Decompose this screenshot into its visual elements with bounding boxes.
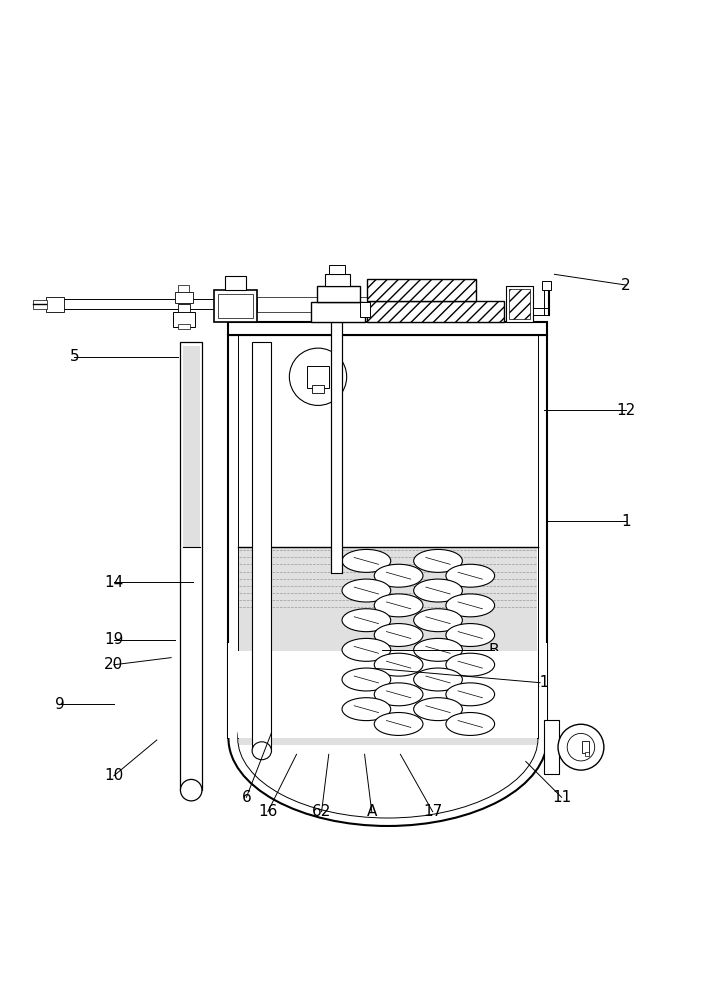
Ellipse shape <box>446 594 495 617</box>
Ellipse shape <box>342 668 391 691</box>
Bar <box>178 324 191 329</box>
Ellipse shape <box>446 713 495 735</box>
Bar <box>544 720 560 774</box>
Bar <box>45 297 64 312</box>
Bar <box>585 752 589 756</box>
Text: 10: 10 <box>104 768 123 783</box>
Bar <box>329 265 345 274</box>
Bar <box>33 300 47 309</box>
Bar <box>252 342 271 751</box>
Bar <box>360 302 370 317</box>
Bar <box>238 651 538 738</box>
Text: 9: 9 <box>55 697 65 712</box>
Ellipse shape <box>414 638 462 661</box>
Circle shape <box>558 724 604 770</box>
Bar <box>582 741 589 753</box>
Bar <box>508 289 530 319</box>
Text: 6: 6 <box>241 790 251 805</box>
Bar <box>257 297 367 312</box>
Ellipse shape <box>252 742 271 760</box>
Ellipse shape <box>180 779 202 801</box>
Bar <box>533 308 549 315</box>
Text: 20: 20 <box>104 657 123 672</box>
Ellipse shape <box>374 594 423 617</box>
Bar <box>311 302 365 322</box>
Text: 62: 62 <box>312 804 331 819</box>
Ellipse shape <box>374 564 423 587</box>
Ellipse shape <box>414 698 462 721</box>
Ellipse shape <box>374 624 423 646</box>
Ellipse shape <box>374 683 423 706</box>
Text: 1: 1 <box>621 514 631 529</box>
Bar <box>331 322 342 573</box>
Ellipse shape <box>446 653 495 676</box>
Ellipse shape <box>342 549 391 572</box>
Bar <box>239 547 536 745</box>
Text: B: B <box>488 643 499 658</box>
Text: 19: 19 <box>104 632 123 647</box>
Bar <box>313 385 323 393</box>
Bar <box>219 294 253 318</box>
Ellipse shape <box>374 713 423 735</box>
Bar <box>308 366 329 388</box>
Bar <box>228 322 547 335</box>
Bar <box>505 286 533 322</box>
Bar <box>173 312 195 327</box>
Bar <box>367 301 504 322</box>
Circle shape <box>290 348 347 405</box>
Text: 5: 5 <box>69 349 79 364</box>
Ellipse shape <box>342 579 391 602</box>
Circle shape <box>567 733 595 761</box>
Bar <box>178 304 191 312</box>
Ellipse shape <box>228 651 547 826</box>
Bar <box>225 276 246 290</box>
Ellipse shape <box>342 638 391 661</box>
Text: 12: 12 <box>617 403 635 418</box>
Bar <box>60 299 214 309</box>
Ellipse shape <box>446 564 495 587</box>
Bar <box>325 274 350 286</box>
Ellipse shape <box>414 549 462 572</box>
Text: 21: 21 <box>531 675 549 690</box>
Text: 11: 11 <box>552 790 571 805</box>
Ellipse shape <box>446 624 495 646</box>
Ellipse shape <box>342 698 391 721</box>
Ellipse shape <box>374 653 423 676</box>
Text: 17: 17 <box>423 804 443 819</box>
Bar <box>238 335 538 738</box>
Text: 16: 16 <box>258 804 277 819</box>
Bar <box>183 346 200 547</box>
Ellipse shape <box>446 683 495 706</box>
Bar <box>214 290 257 322</box>
Text: 2: 2 <box>621 278 631 293</box>
Text: A: A <box>367 804 377 819</box>
Bar <box>228 643 547 738</box>
Bar <box>228 335 547 738</box>
Ellipse shape <box>414 609 462 632</box>
Ellipse shape <box>342 609 391 632</box>
Bar <box>542 281 551 290</box>
Bar <box>180 342 202 790</box>
Ellipse shape <box>414 668 462 691</box>
Bar <box>316 286 360 302</box>
Bar <box>178 285 189 292</box>
Bar <box>175 292 193 303</box>
Ellipse shape <box>414 579 462 602</box>
Text: 14: 14 <box>104 575 123 590</box>
Bar <box>367 279 476 301</box>
